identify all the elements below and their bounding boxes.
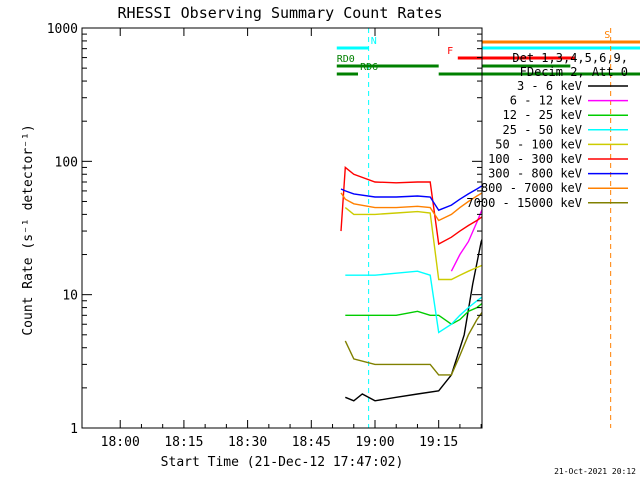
- y-tick-label: 10: [62, 289, 78, 304]
- series-layer: [340, 166, 482, 402]
- legend-label: 50 - 100 keV: [495, 137, 582, 151]
- legend-label: 3 - 6 keV: [517, 79, 582, 93]
- legend-label: 300 - 800 keV: [488, 167, 582, 181]
- series-line: [345, 270, 482, 334]
- series-line: [340, 192, 482, 222]
- legend-label: 25 - 50 keV: [503, 123, 582, 137]
- chart-title: RHESSI Observing Summary Count Rates: [117, 4, 442, 22]
- plot-frame: [81, 27, 483, 429]
- s-label: S: [604, 30, 610, 41]
- f-label: F: [447, 46, 453, 57]
- legend-label: 6 - 12 keV: [510, 94, 582, 108]
- x-tick-label: 19:00: [355, 435, 394, 450]
- legend-header: Det 1,3,4,5,6,9,: [512, 51, 628, 65]
- legend-header: FDecim 2, Att 0: [520, 65, 628, 79]
- y-tick-label: 1000: [47, 22, 78, 37]
- y-tick-label: 100: [55, 155, 78, 170]
- legend-label: 7000 - 15000 keV: [466, 196, 582, 210]
- legend-label: 100 - 300 keV: [488, 152, 582, 166]
- timestamp: 21-Oct-2021 20:12: [554, 467, 636, 476]
- y-axis: 1 10 100 1000: [47, 22, 482, 437]
- x-axis: 18:00 18:15 18:30 18:45 19:00 19:15: [101, 28, 482, 450]
- instrument-state-annotations: N F S RD0 RD6: [336, 28, 640, 428]
- x-tick-label: 18:45: [292, 435, 331, 450]
- series-line: [340, 184, 482, 212]
- rd0-label: RD0: [337, 54, 355, 65]
- series-line: [340, 166, 482, 246]
- rd6-label: RD6: [360, 62, 378, 73]
- legend-label: 800 - 7000 keV: [481, 181, 582, 195]
- x-tick-label: 18:30: [228, 435, 267, 450]
- x-axis-label: Start Time (21-Dec-12 17:47:02): [161, 455, 404, 470]
- series-line: [345, 302, 482, 326]
- x-tick-label: 18:15: [164, 435, 203, 450]
- series-line: [344, 311, 482, 376]
- x-tick-label: 19:15: [419, 435, 458, 450]
- legend: Det 1,3,4,5,6,9,FDecim 2, Att 03 - 6 keV…: [466, 51, 628, 210]
- y-tick-label: 1: [70, 422, 78, 437]
- x-tick-label: 18:00: [101, 435, 140, 450]
- y-axis-label: Count Rate (s⁻¹ detector⁻¹): [21, 124, 36, 335]
- legend-label: 12 - 25 keV: [503, 108, 582, 122]
- series-line: [345, 237, 482, 402]
- n-label: N: [371, 36, 377, 47]
- series-line: [344, 207, 482, 281]
